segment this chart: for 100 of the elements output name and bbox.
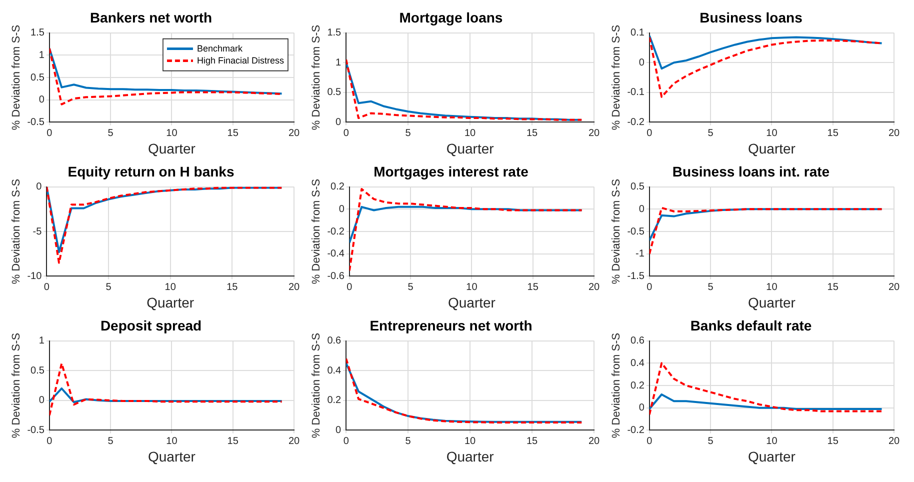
y-tick-label: 0.5 — [30, 365, 45, 376]
y-tick-label: 0.2 — [327, 395, 342, 406]
x-axis-title: Quarter — [748, 294, 796, 310]
x-tick-label: 0 — [646, 128, 653, 139]
y-tick-label: 0 — [638, 57, 645, 68]
x-tick-label: 10 — [166, 436, 178, 447]
x-tick-label: 0 — [46, 128, 53, 139]
line-series — [49, 47, 283, 106]
y-tick-label: 0 — [338, 204, 345, 215]
x-tick-label: 10 — [164, 282, 176, 293]
x-tick-label: 15 — [827, 282, 839, 293]
chart-title: Equity return on H banks — [68, 163, 234, 180]
x-tick-label: 10 — [466, 282, 478, 293]
x-tick-label: 0 — [646, 436, 653, 447]
y-tick-label: 1 — [336, 57, 342, 68]
x-tick-label: 0 — [46, 436, 53, 447]
x-axis-title: Quarter — [446, 140, 494, 156]
x-tick-label: 5 — [108, 128, 114, 139]
x-axis-title: Quarter — [446, 448, 494, 464]
x-axis-title: Quarter — [148, 448, 196, 464]
chart-title: Business loans int. rate — [672, 163, 830, 180]
x-tick-label: 15 — [226, 282, 238, 293]
y-tick-label: -0.5 — [27, 424, 45, 436]
y-axis-title: % Deviation from S-S — [610, 24, 623, 130]
x-axis-title: Quarter — [748, 140, 796, 156]
y-tick-label: 0.2 — [630, 380, 645, 392]
y-tick-label: -0.4 — [327, 248, 345, 260]
y-tick-label: 1 — [38, 336, 45, 347]
y-tick-label: -10 — [27, 270, 42, 282]
x-tick-label: 0 — [346, 282, 353, 293]
y-tick-label: 0 — [38, 94, 45, 106]
x-tick-label: 10 — [766, 128, 778, 139]
y-tick-label: 1.5 — [30, 28, 45, 39]
y-tick-label: 0 — [336, 116, 342, 128]
y-axis-title: % Deviation from S-S — [310, 178, 323, 284]
y-tick-label: -1 — [636, 248, 645, 260]
y-tick-label: 0.1 — [630, 28, 645, 39]
line-series — [349, 188, 583, 272]
chart-title: Deposit spread — [100, 317, 202, 334]
x-axis-title: Quarter — [146, 294, 194, 310]
x-tick-label: 15 — [526, 436, 538, 447]
x-tick-label: 10 — [464, 436, 476, 447]
y-axis-title: % Deviation from S-S — [610, 332, 623, 438]
y-tick-label: 0.4 — [630, 358, 645, 369]
x-tick-label: 5 — [405, 436, 412, 447]
x-tick-label: 20 — [888, 128, 900, 139]
x-tick-label: 10 — [766, 282, 778, 293]
x-tick-label: 0 — [646, 282, 653, 293]
y-tick-label: 0.2 — [330, 182, 345, 193]
x-tick-label: 5 — [408, 282, 414, 293]
y-tick-label: 0 — [638, 204, 645, 215]
line-series — [49, 362, 283, 416]
y-tick-label: 0.5 — [327, 87, 342, 98]
y-tick-label: 0 — [336, 424, 342, 436]
chart-title: Business loans — [700, 9, 803, 26]
x-tick-label: 20 — [288, 436, 300, 447]
y-tick-label: 0 — [38, 395, 45, 406]
x-tick-label: 10 — [166, 128, 178, 139]
chart-title: Banks default rate — [690, 317, 812, 334]
x-axis-title: Quarter — [448, 294, 496, 310]
y-tick-label: 0 — [638, 402, 645, 414]
y-axis-title: % Deviation from S-S — [10, 24, 23, 130]
x-tick-label: 5 — [108, 436, 114, 447]
x-tick-label: 20 — [888, 436, 900, 447]
y-axis-title: % Deviation from S-S — [10, 178, 23, 284]
y-axis-title: % Deviation from S-S — [610, 178, 623, 284]
y-tick-label: 0.5 — [630, 182, 645, 193]
y-tick-label: 0.6 — [327, 336, 342, 347]
x-tick-label: 20 — [888, 282, 900, 293]
line-series — [649, 36, 883, 98]
chart-title: Bankers net worth — [90, 9, 212, 26]
x-tick-label: 5 — [106, 282, 112, 293]
x-axis-title: Quarter — [148, 140, 196, 156]
y-tick-label: -0.5 — [27, 116, 45, 128]
y-tick-label: -0.2 — [627, 116, 645, 128]
y-tick-label: 1.5 — [327, 28, 342, 39]
line-series — [649, 206, 883, 255]
y-tick-label: 0.5 — [30, 72, 45, 84]
x-tick-label: 5 — [405, 128, 412, 139]
x-tick-label: 5 — [708, 128, 714, 139]
chart-title: Entrepreneurs net worth — [370, 317, 532, 334]
x-tick-label: 15 — [827, 436, 839, 447]
x-tick-label: 10 — [766, 436, 778, 447]
x-tick-label: 15 — [227, 436, 239, 447]
y-tick-label: 0.6 — [630, 336, 645, 347]
y-tick-label: -0.5 — [627, 226, 645, 238]
y-tick-label: -5 — [32, 226, 42, 238]
x-tick-label: 10 — [464, 128, 476, 139]
x-tick-label: 15 — [227, 128, 239, 139]
legend-label: Benchmark — [196, 43, 243, 54]
y-tick-label: 1 — [38, 50, 45, 61]
y-tick-label: -0.1 — [627, 87, 645, 98]
x-tick-label: 20 — [588, 128, 600, 139]
y-tick-label: -0.2 — [327, 226, 345, 238]
y-tick-label: 0 — [36, 182, 42, 193]
x-tick-label: 20 — [288, 128, 300, 139]
y-axis-title: % Deviation from S-S — [10, 332, 23, 438]
x-tick-label: 5 — [708, 436, 714, 447]
x-axis-title: Quarter — [748, 448, 796, 464]
chart-title: Mortgage loans — [399, 9, 503, 26]
